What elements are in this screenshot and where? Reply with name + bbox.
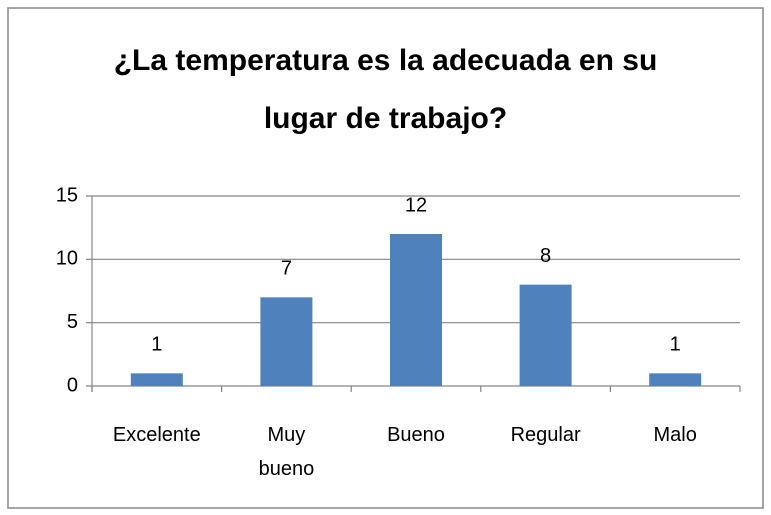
y-tick-label: 15	[56, 184, 78, 206]
bar	[519, 284, 572, 386]
x-tick-label: Bueno	[387, 424, 445, 446]
data-label: 8	[540, 245, 551, 267]
bar	[130, 373, 183, 386]
data-label: 7	[281, 258, 292, 280]
chart-title: ¿La temperatura es la adecuada en su lug…	[113, 44, 658, 135]
y-tick-label: 5	[67, 311, 78, 333]
bar	[260, 297, 313, 386]
data-label: 12	[405, 194, 427, 216]
y-tick-label: 10	[56, 248, 78, 270]
x-tick-label: Regular	[510, 424, 581, 446]
y-tick-label: 0	[67, 374, 78, 396]
x-tick-label: Excelente	[112, 424, 201, 446]
bar	[390, 234, 442, 386]
data-label: 1	[151, 334, 162, 356]
x-tick-label: Muy bueno	[258, 424, 315, 480]
chart-border	[7, 7, 764, 509]
x-tick-label: Malo	[653, 424, 697, 446]
data-label: 1	[670, 334, 681, 356]
bar	[649, 373, 702, 386]
